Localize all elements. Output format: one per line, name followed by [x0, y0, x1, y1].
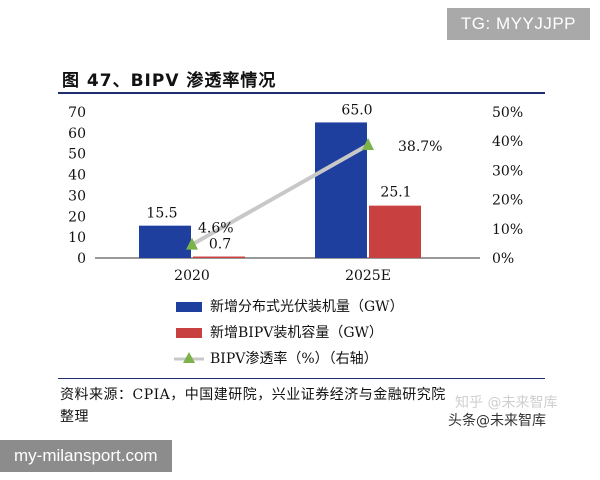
y-right-tick-label: 20% [492, 193, 523, 209]
y-left-tick-label: 0 [77, 251, 86, 267]
y-left-tick-label: 20 [68, 209, 86, 225]
y-left-tick-label: 70 [68, 105, 86, 121]
figure-title: 图 47、BIPV 渗透率情况 [62, 71, 277, 91]
y-right-tick-label: 30% [492, 163, 523, 179]
channel-badge: TG: MYYJJPP [446, 8, 590, 40]
penetration-marker [186, 237, 198, 250]
source-note: 资料来源：CPIA，中国建研院，兴业证券经济与金融研究院 整理 [60, 384, 550, 428]
site-badge: my-milansport.com [0, 440, 172, 472]
penetration-line [191, 143, 369, 247]
legend-swatch-distributed-pv [176, 302, 202, 312]
y-left-tick-label: 60 [68, 126, 86, 142]
data-label-bar2-2025: 25.1 [380, 185, 411, 201]
bar-bipv [369, 205, 421, 258]
y-left-tick-label: 10 [68, 230, 86, 246]
source-line-2: 整理 [60, 409, 89, 425]
bar-bipv [193, 256, 245, 258]
data-label-bar2-2020: 0.7 [209, 237, 231, 253]
legend-label-bipv: 新增BIPV装机容量（GW） [210, 324, 383, 341]
source-rule [58, 378, 545, 379]
legend-label-penetration: BIPV渗透率（%）（右轴） [210, 350, 378, 367]
x-tick-label: 2025E [345, 268, 391, 284]
bar-distributed-pv [139, 225, 191, 258]
legend-label-distributed-pv: 新增分布式光伏装机量（GW） [210, 299, 404, 315]
bar-distributed-pv [315, 122, 367, 258]
y-right-tick-label: 10% [492, 222, 523, 238]
data-label-line-2025: 38.7% [398, 139, 442, 155]
y-right-tick-label: 0% [492, 251, 514, 267]
legend-marker-penetration [183, 352, 195, 363]
faint-watermark: 知乎 @未来智库 [455, 395, 558, 411]
y-left-tick-label: 50 [68, 147, 86, 163]
y-left-tick-label: 40 [68, 168, 86, 184]
x-tick-label: 2020 [174, 268, 210, 284]
watermark: 头条@未来智库 [448, 413, 546, 429]
y-right-tick-label: 40% [492, 134, 523, 150]
data-label-bar1-2025: 65.0 [341, 102, 372, 118]
legend-swatch-bipv [176, 328, 202, 338]
y-right-tick-label: 50% [492, 105, 523, 121]
data-label-bar1-2020: 15.5 [146, 206, 177, 222]
title-rule [58, 92, 545, 94]
y-left-tick-label: 30 [68, 188, 86, 204]
data-label-line-2020: 4.6% [198, 221, 234, 237]
penetration-marker [362, 137, 374, 150]
source-line-1: 资料来源：CPIA，中国建研院，兴业证券经济与金融研究院 [60, 387, 446, 403]
